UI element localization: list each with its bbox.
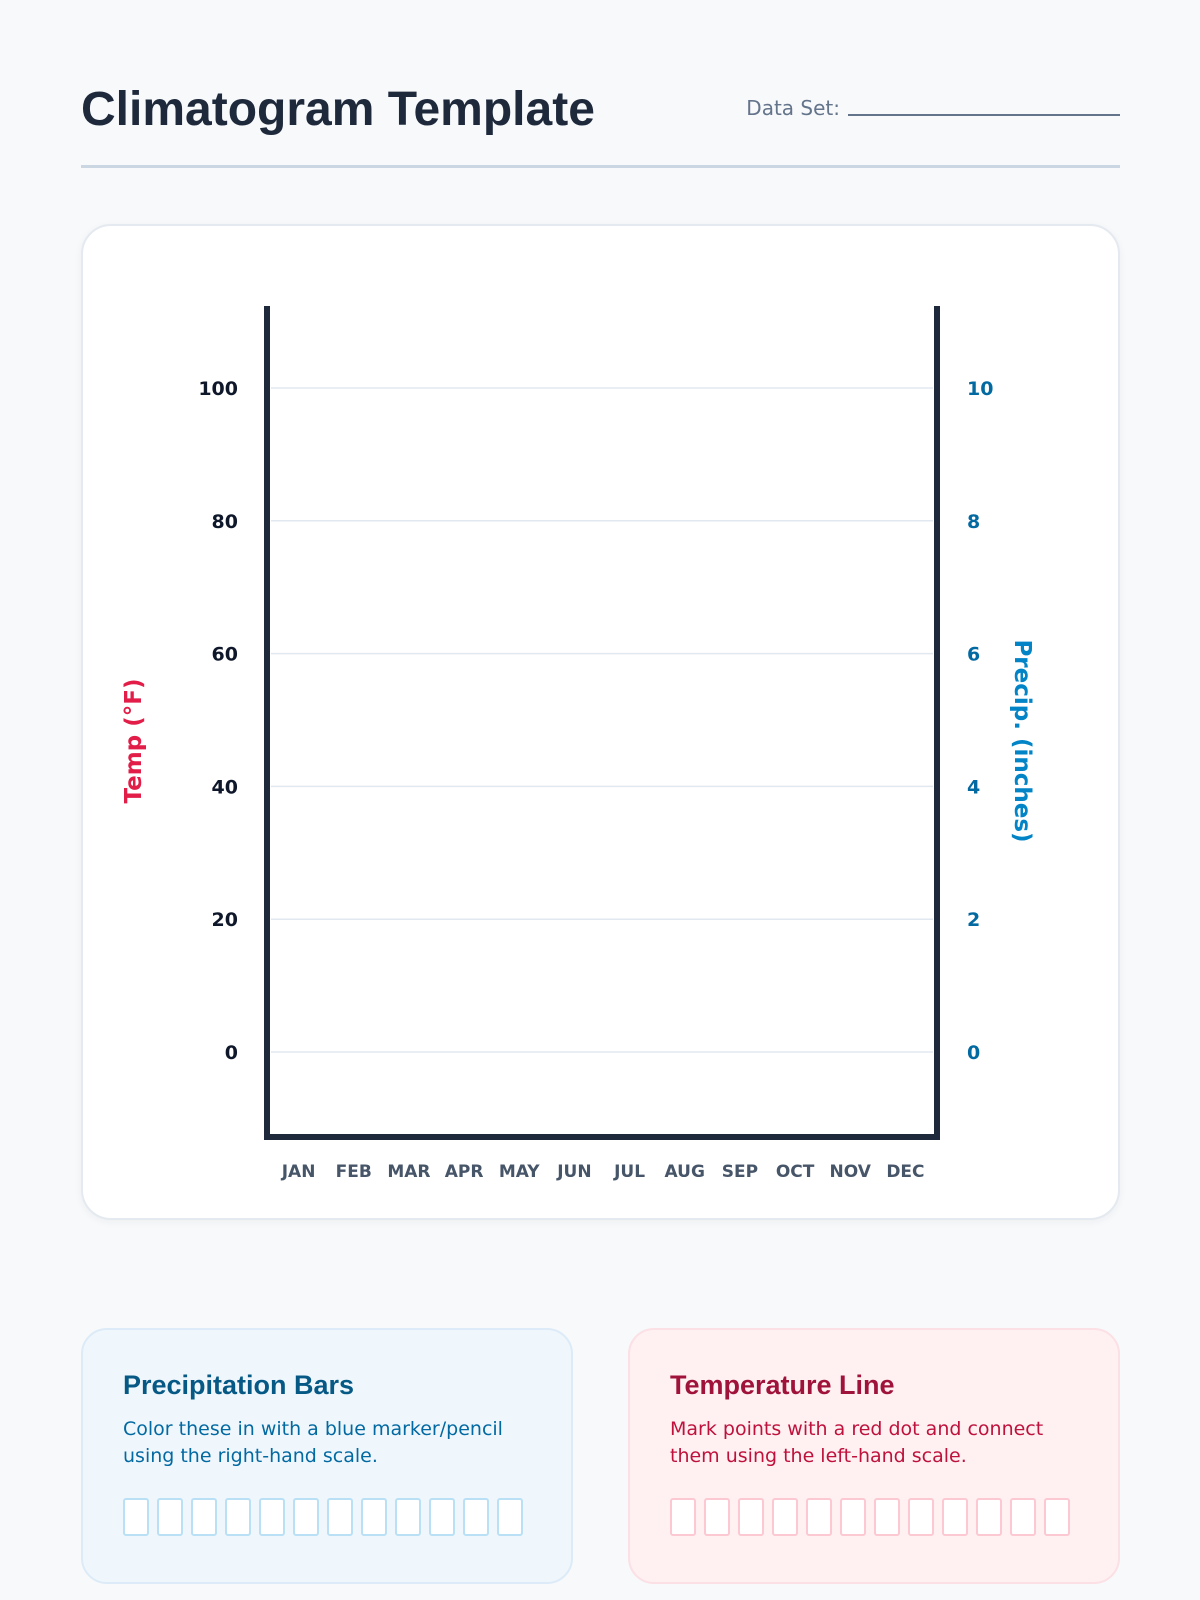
chart-card: 0 20 40 60 80 100 0 2 4 6 8 10 JAN FEB MAR APR MAY JUN JUL…: [81, 224, 1120, 1220]
y-right-tick-label: 6: [967, 644, 980, 666]
x-tick-label: MAR: [387, 1162, 430, 1182]
swatch-box[interactable]: [191, 1498, 217, 1536]
swatch-box[interactable]: [1010, 1498, 1036, 1536]
swatch-box[interactable]: [429, 1498, 455, 1536]
x-tick-label: MAY: [499, 1162, 540, 1182]
swatch-box[interactable]: [908, 1498, 934, 1536]
legend-temperature: Temperature Line Mark points with a red …: [628, 1328, 1120, 1584]
swatch-box[interactable]: [704, 1498, 730, 1536]
legend-precip-title: Precipitation Bars: [123, 1370, 355, 1400]
swatch-box[interactable]: [463, 1498, 489, 1536]
legend-precip-description: Color these in with a blue marker/pencil…: [123, 1418, 503, 1467]
swatch-box[interactable]: [738, 1498, 764, 1536]
x-tick-label: FEB: [336, 1162, 372, 1182]
y-right-axis-title: Precip. (inches): [1009, 639, 1035, 842]
swatch-box[interactable]: [874, 1498, 900, 1536]
page-title: Climatogram Template: [81, 83, 595, 136]
swatch-box[interactable]: [225, 1498, 251, 1536]
legend-temp-title: Temperature Line: [670, 1370, 895, 1400]
y-right-tick-label: 10: [967, 378, 993, 400]
swatch-box[interactable]: [670, 1498, 696, 1536]
x-tick-label: APR: [445, 1162, 484, 1182]
swatch-box[interactable]: [361, 1498, 387, 1536]
swatch-box[interactable]: [840, 1498, 866, 1536]
x-tick-label: AUG: [665, 1162, 705, 1182]
swatch-box[interactable]: [1044, 1498, 1070, 1536]
y-left-tick-label: 80: [212, 511, 238, 533]
y-left-axis-title: Temp (°F): [121, 679, 147, 804]
swatch-box[interactable]: [293, 1498, 319, 1536]
swatch-box[interactable]: [806, 1498, 832, 1536]
page-header: Climatogram Template Data Set:: [81, 72, 1120, 168]
swatch-box[interactable]: [976, 1498, 1002, 1536]
chart-axes-frame: [264, 306, 940, 1140]
dataset-blank-line[interactable]: [848, 114, 1120, 116]
swatch-box[interactable]: [395, 1498, 421, 1536]
y-left-tick-label: 40: [212, 776, 238, 798]
y-left-tick-label: 100: [198, 378, 238, 400]
y-right-tick-label: 0: [967, 1042, 980, 1064]
swatch-box[interactable]: [772, 1498, 798, 1536]
swatch-box[interactable]: [942, 1498, 968, 1536]
y-left-tick-label: 60: [212, 644, 238, 666]
x-tick-label: NOV: [830, 1162, 872, 1182]
dataset-label: Data Set:: [746, 96, 840, 120]
legend-temp-description: Mark points with a red dot and connect t…: [670, 1418, 1044, 1467]
dataset-field: Data Set:: [746, 96, 1120, 120]
x-tick-label: SEP: [722, 1162, 758, 1182]
temp-swatch-boxes: [670, 1498, 1078, 1536]
x-tick-label: JUN: [556, 1162, 591, 1182]
climatogram-chart: 0 20 40 60 80 100 0 2 4 6 8 10 JAN FEB MAR APR MAY JUN JUL…: [121, 306, 1035, 1182]
x-tick-label: OCT: [776, 1162, 815, 1182]
x-tick-label: JAN: [281, 1162, 316, 1182]
precip-swatch-boxes: [123, 1498, 531, 1536]
legend-precipitation: Precipitation Bars Color these in with a…: [81, 1328, 573, 1584]
y-left-tick-label: 0: [225, 1042, 238, 1064]
y-right-tick-label: 2: [967, 909, 980, 931]
y-right-tick-label: 4: [967, 776, 980, 798]
x-tick-label: DEC: [886, 1162, 924, 1182]
swatch-box[interactable]: [157, 1498, 183, 1536]
swatch-box[interactable]: [259, 1498, 285, 1536]
y-right-tick-label: 8: [967, 511, 980, 533]
swatch-box[interactable]: [497, 1498, 523, 1536]
swatch-box[interactable]: [123, 1498, 149, 1536]
y-left-tick-label: 20: [212, 909, 238, 931]
swatch-box[interactable]: [327, 1498, 353, 1536]
x-tick-label: JUL: [613, 1162, 645, 1182]
